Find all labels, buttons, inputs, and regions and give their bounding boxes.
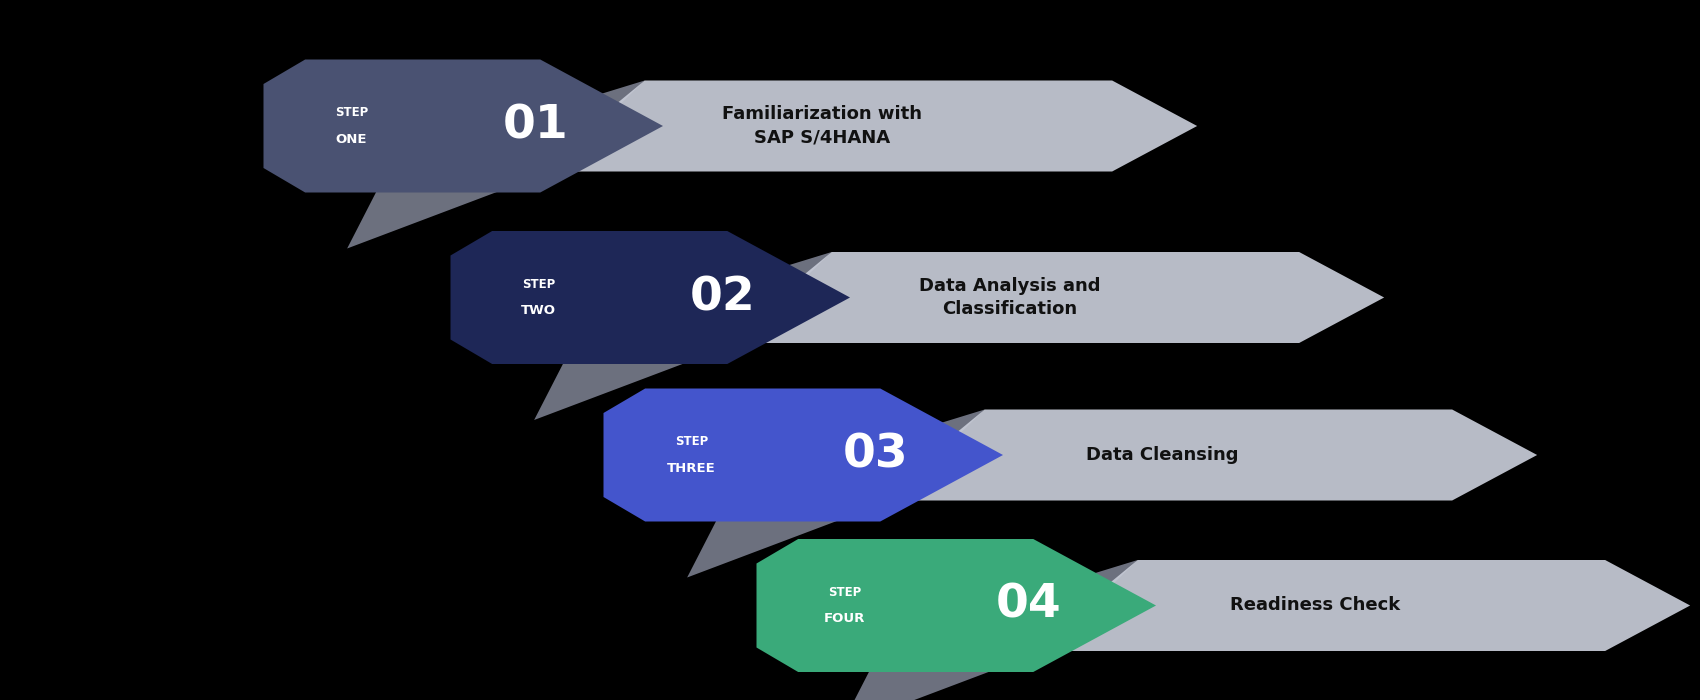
Polygon shape bbox=[604, 389, 1003, 522]
Polygon shape bbox=[840, 560, 1137, 700]
Text: STEP: STEP bbox=[522, 278, 554, 290]
Text: STEP: STEP bbox=[335, 106, 367, 119]
Polygon shape bbox=[551, 80, 1197, 172]
Polygon shape bbox=[264, 60, 663, 192]
Text: Data Analysis and
Classification: Data Analysis and Classification bbox=[918, 276, 1100, 318]
Text: STEP: STEP bbox=[828, 586, 860, 598]
Polygon shape bbox=[534, 252, 831, 420]
Text: 04: 04 bbox=[994, 583, 1061, 628]
Text: STEP: STEP bbox=[675, 435, 707, 448]
Text: 03: 03 bbox=[842, 433, 908, 477]
Polygon shape bbox=[687, 410, 984, 578]
Text: Readiness Check: Readiness Check bbox=[1231, 596, 1401, 615]
Text: 02: 02 bbox=[688, 275, 755, 320]
Polygon shape bbox=[347, 80, 644, 248]
Polygon shape bbox=[1044, 560, 1690, 651]
Text: THREE: THREE bbox=[666, 462, 716, 475]
Text: 01: 01 bbox=[502, 104, 568, 148]
Text: Familiarization with
SAP S/4HANA: Familiarization with SAP S/4HANA bbox=[722, 105, 923, 147]
Polygon shape bbox=[450, 231, 850, 364]
Polygon shape bbox=[891, 410, 1537, 500]
Text: Data Cleansing: Data Cleansing bbox=[1086, 446, 1239, 464]
Text: ONE: ONE bbox=[335, 133, 367, 146]
Polygon shape bbox=[756, 539, 1156, 672]
Text: FOUR: FOUR bbox=[824, 612, 865, 625]
Polygon shape bbox=[738, 252, 1384, 343]
Text: TWO: TWO bbox=[520, 304, 556, 317]
